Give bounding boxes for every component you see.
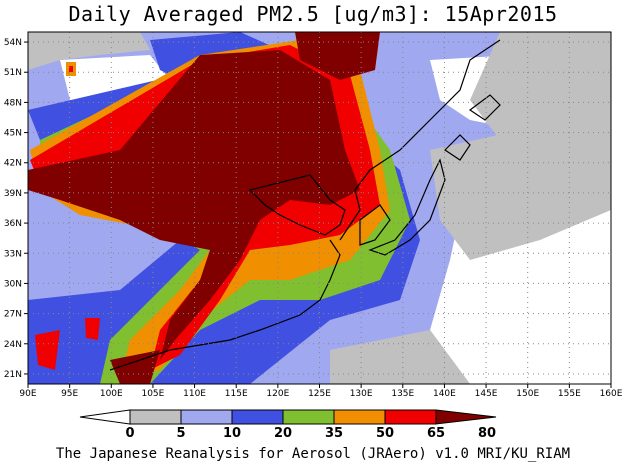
field-red-south: [35, 330, 60, 370]
lat-tick-label: 39N: [4, 189, 22, 199]
lon-tick-labels: 90E 95E 100E 105E 110E 115E 120E 125E 130E 135E 14…: [19, 384, 623, 399]
lon-tick-label: 145E: [475, 389, 498, 399]
lat-tick-label: 51N: [4, 68, 22, 78]
lon-tick-label: 155E: [558, 389, 581, 399]
colorbar: 0 5 10 20 35 50 65 80: [79, 409, 497, 441]
field-gray-ne: [470, 32, 611, 160]
colorbar-label: 20: [274, 426, 292, 441]
field-darkred-north: [295, 32, 380, 80]
field-darkred-80: [28, 50, 360, 360]
field-darkred-south: [110, 350, 160, 384]
footer-credit: The Japanese Reanalysis for Aerosol (JRA…: [55, 446, 571, 462]
map-title: Daily Averaged PM2.5 [ug/m3]: 15Apr2015: [68, 2, 558, 26]
lat-tick-label: 36N: [4, 219, 22, 229]
field-gray-south: [330, 330, 470, 384]
field-gray-center: [430, 130, 611, 260]
lon-tick-label: 150E: [516, 389, 539, 399]
colorbar-arrow-high: [435, 409, 497, 425]
lon-tick-label: 100E: [100, 389, 123, 399]
lat-tick-label: 42N: [4, 159, 22, 169]
colorbar-label: 50: [376, 426, 394, 441]
lat-tick-label: 33N: [4, 249, 22, 259]
colorbar-label: 35: [325, 426, 343, 441]
colorbar-swatch: [231, 409, 284, 425]
lon-tick-label: 90E: [19, 389, 36, 399]
concentration-field: [28, 32, 611, 384]
colorbar-label: 5: [176, 426, 185, 441]
field-gray-nw: [28, 32, 150, 70]
lat-tick-label: 27N: [4, 310, 22, 320]
lat-tick-label: 54N: [4, 38, 22, 48]
colorbar-arrow-low: [79, 409, 131, 425]
lon-tick-label: 115E: [225, 389, 248, 399]
colorbar-label: 0: [125, 426, 134, 441]
lat-tick-label: 21N: [4, 370, 22, 380]
colorbar-label: 65: [427, 426, 445, 441]
colorbar-label: 80: [478, 426, 496, 441]
lon-tick-label: 135E: [391, 389, 414, 399]
colorbar-label: 10: [223, 426, 241, 441]
lon-tick-label: 105E: [141, 389, 164, 399]
coastlines: [109, 39, 501, 371]
grid-lines: [28, 32, 611, 384]
colorbar-swatch: [180, 409, 233, 425]
field-red-dot: [69, 66, 73, 72]
lat-tick-label: 30N: [4, 279, 22, 289]
lon-tick-label: 160E: [600, 389, 623, 399]
lat-tick-label: 24N: [4, 340, 22, 350]
colorbar-swatch: [282, 409, 335, 425]
lon-tick-label: 130E: [350, 389, 373, 399]
colorbar-swatch: [129, 409, 182, 425]
lon-tick-label: 95E: [61, 389, 78, 399]
lat-tick-label: 45N: [4, 129, 22, 139]
lon-tick-label: 120E: [266, 389, 289, 399]
lat-tick-label: 48N: [4, 98, 22, 108]
lon-tick-label: 110E: [183, 389, 206, 399]
lon-tick-label: 140E: [433, 389, 456, 399]
lat-tick-labels: 21N 24N 27N 30N 33N 36N 39N 42N 45N 48N 51N 54N: [4, 38, 28, 380]
colorbar-swatch: [333, 409, 386, 425]
colorbar-swatch: [384, 409, 437, 425]
lon-tick-label: 125E: [308, 389, 331, 399]
field-red-south2: [85, 318, 100, 340]
